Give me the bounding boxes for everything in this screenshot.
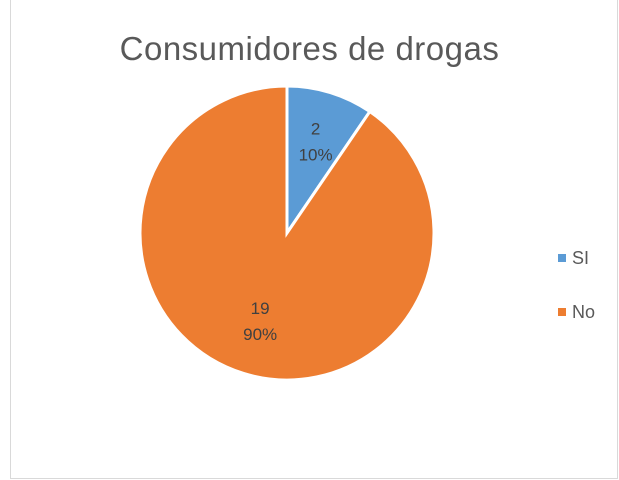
pie-slice-si	[285, 84, 372, 238]
pie-slice-no	[138, 84, 436, 382]
legend-swatch-si	[558, 254, 566, 262]
legend-swatch-no	[558, 308, 566, 316]
chart-title: Consumidores de drogas	[119, 30, 500, 67]
legend-item-no: No	[558, 299, 595, 325]
pie-slices	[138, 84, 436, 382]
legend-label-no: No	[572, 301, 596, 322]
data-label-value-si: 2	[311, 119, 320, 138]
legend: SI No	[558, 245, 595, 353]
data-label-value-no: 19	[251, 299, 270, 318]
legend-item-si: SI	[558, 245, 595, 271]
data-label-percent-si: 10%	[299, 145, 333, 164]
legend-label-si: SI	[572, 247, 590, 268]
data-label-percent-no: 90%	[243, 325, 277, 344]
pie-data-labels: 2 10% 19 90%	[243, 119, 332, 344]
